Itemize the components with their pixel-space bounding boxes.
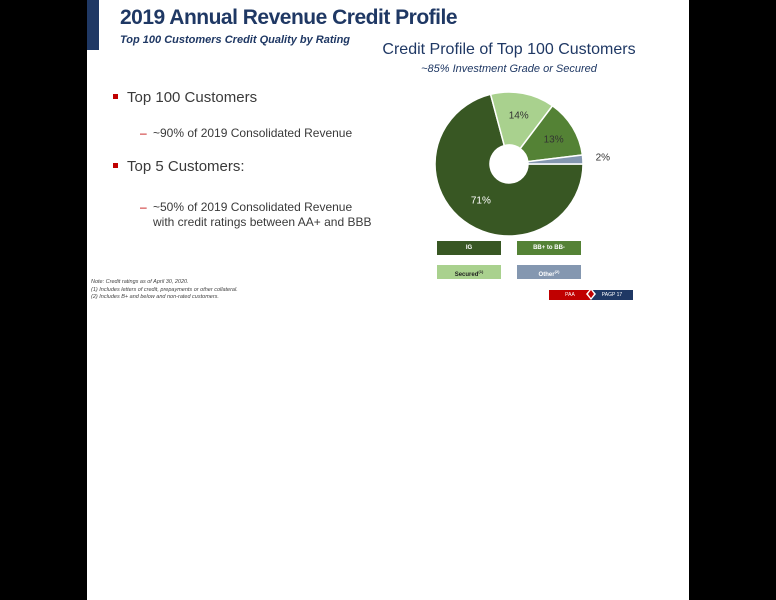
- sub-bullet-top5-revenue: – ~50% of 2019 Consolidated Revenue with…: [140, 200, 371, 230]
- pie-slice-secured: [489, 91, 554, 150]
- sub-bullet-text-line1: ~50% of 2019 Consolidated Revenue: [153, 200, 353, 214]
- bullet-top5: Top 5 Customers:: [113, 158, 245, 175]
- pie-slice-ig: [434, 93, 584, 237]
- dash-icon: –: [140, 200, 147, 214]
- legend-secured: Secured(1): [437, 265, 501, 279]
- footnote-line: (1) Includes letters of credit, prepayme…: [91, 286, 238, 293]
- sub-bullet-top100-revenue: – ~90% of 2019 Consolidated Revenue: [140, 126, 352, 141]
- pie-label-secured: 14%: [509, 110, 529, 121]
- pie-label-bb-to-bb-: 13%: [544, 134, 564, 145]
- footer-left-tag: PAA: [549, 290, 591, 300]
- chart-title: Credit Profile of Top 100 Customers: [382, 41, 636, 58]
- page-subtitle: Top 100 Customers Credit Quality by Rati…: [120, 34, 351, 46]
- sub-bullet-text-line2: with credit ratings between AA+ and BBB: [153, 215, 372, 229]
- legend-bb: BB+ to BB-: [517, 241, 581, 255]
- legend-other-label: Other: [538, 272, 555, 278]
- pie-label-ig: 71%: [471, 195, 491, 206]
- footnote-line: Note: Credit ratings as of April 30, 202…: [91, 279, 189, 285]
- footnote-line: (2) Includes B+ and below and non-rated …: [91, 294, 219, 300]
- bullet-square-icon: [113, 93, 118, 99]
- pie-label-other: 2%: [596, 153, 611, 164]
- legend-secured-label: Secured: [454, 272, 479, 278]
- legend-secured-note: (1): [478, 269, 484, 274]
- sub-bullet-text: ~90% of 2019 Consolidated Revenue: [153, 126, 353, 140]
- pie-slice-bb-to-bb-: [519, 104, 584, 163]
- logo-icon: [586, 288, 596, 300]
- chart-subtitle: ~85% Investment Grade or Secured: [421, 63, 597, 75]
- legend-other: Other(2): [517, 265, 581, 279]
- legend-other-note: (2): [554, 269, 560, 274]
- title-accent-bar: [87, 0, 99, 50]
- bullet-text: Top 100 Customers: [127, 89, 258, 106]
- donut-chart: 71% 14% 13% 2%: [434, 91, 610, 237]
- page-title: 2019 Annual Revenue Credit Profile: [120, 6, 458, 29]
- legend-ig: IG: [437, 241, 501, 255]
- legend-ig-label: IG: [465, 245, 473, 251]
- footer-right-tag: PAGP 17: [591, 290, 633, 300]
- slide: 2019 Annual Revenue Credit Profile Top 1…: [87, 0, 689, 600]
- footnotes: Note: Credit ratings as of April 30, 202…: [91, 279, 238, 302]
- bullet-top100: Top 100 Customers: [113, 89, 257, 106]
- bullet-text: Top 5 Customers:: [127, 158, 245, 175]
- legend-bb-label: BB+ to BB-: [533, 245, 565, 251]
- dash-icon: –: [140, 126, 147, 140]
- bullet-square-icon: [113, 162, 118, 168]
- pie-slice-other: [527, 154, 584, 165]
